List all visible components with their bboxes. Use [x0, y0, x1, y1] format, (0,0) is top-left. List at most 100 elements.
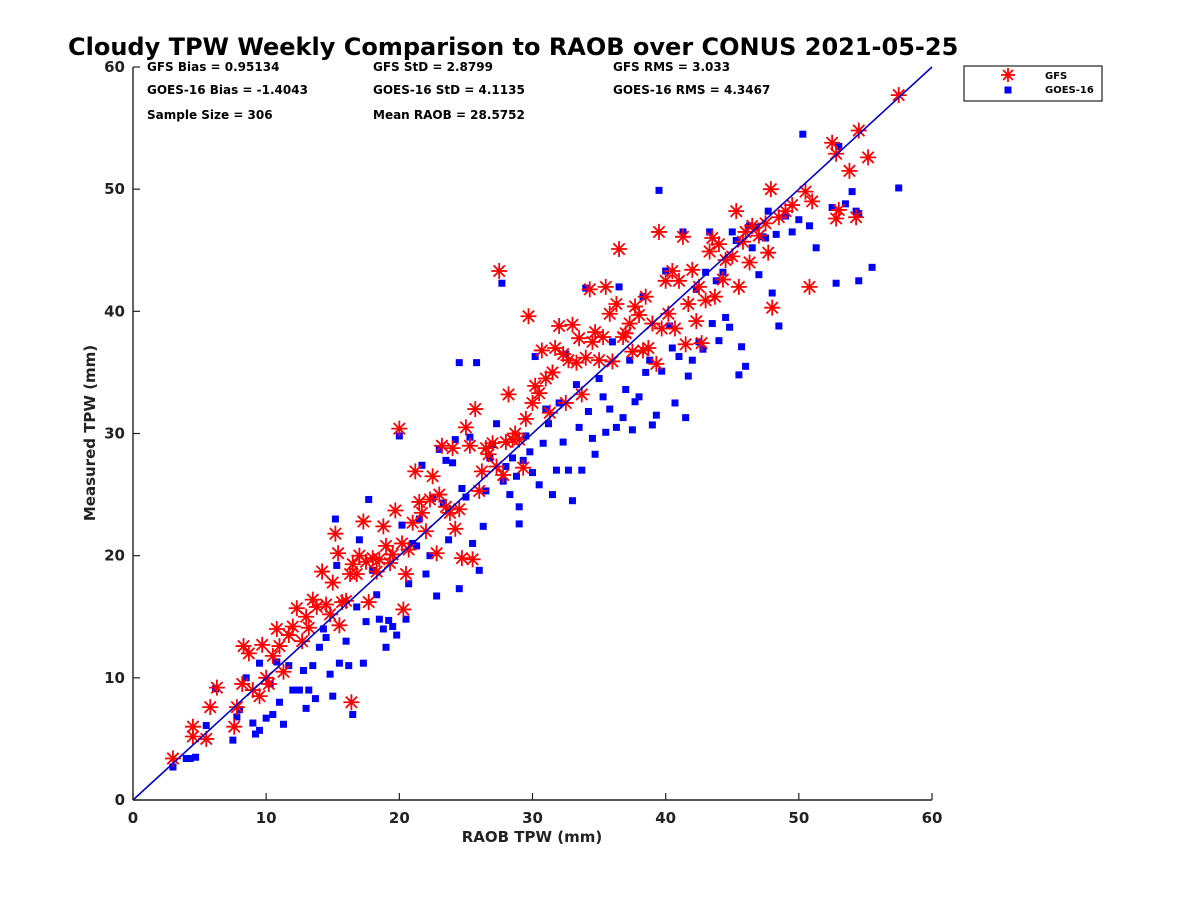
gfs-point [228, 699, 245, 716]
gfs-point [378, 537, 395, 554]
gfs-point [640, 339, 657, 356]
goes16-point [606, 405, 614, 413]
goes16-point [429, 494, 437, 502]
goes16-point [539, 439, 547, 447]
gfs-point [251, 688, 268, 705]
gfs-point [591, 352, 608, 369]
gfs-point [404, 514, 421, 531]
gfs-point [355, 513, 372, 530]
goes16-point [675, 353, 683, 361]
goes16-point [702, 268, 710, 276]
goes16-point [379, 625, 387, 633]
goes16-point [748, 244, 756, 252]
y-tick-label: 50 [104, 180, 125, 198]
gfs-point [304, 591, 321, 608]
chart-title: Cloudy TPW Weekly Comparison to RAOB ove… [68, 33, 958, 61]
goes16-point [712, 277, 720, 285]
gfs-point [706, 288, 723, 305]
y-tick-label: 30 [104, 425, 125, 443]
goes16-point [469, 539, 477, 547]
goes16-point [353, 603, 361, 611]
goes16-point [451, 436, 459, 444]
goes16-point [735, 371, 743, 379]
goes16-point [726, 323, 734, 331]
gfs-point [375, 518, 392, 535]
goes16-point [682, 414, 690, 422]
goes16-point [612, 423, 620, 431]
goes16-point [269, 710, 277, 718]
goes16-point [568, 497, 576, 505]
gfs-point [500, 386, 517, 403]
gfs-point [631, 306, 648, 323]
goes16-point [458, 484, 466, 492]
goes16-point [715, 337, 723, 345]
x-tick-label: 20 [389, 809, 410, 827]
goes16-point [315, 643, 323, 651]
goes16-point [841, 200, 849, 208]
gfs-point [473, 463, 490, 480]
goes16-point [775, 322, 783, 330]
gfs-point [734, 233, 751, 250]
goes16-point [433, 592, 441, 600]
gfs-point [271, 638, 288, 655]
gfs-point [471, 482, 488, 499]
goes16-point [742, 362, 750, 370]
gfs-point [797, 183, 814, 200]
goes16-point [642, 368, 650, 376]
goes16-point [398, 521, 406, 529]
goes16-point [442, 456, 450, 464]
goes16-point [635, 393, 643, 401]
goes16-point [486, 454, 494, 462]
gfs-point [581, 281, 598, 298]
gfs-point [674, 228, 691, 245]
goes16-point [738, 343, 746, 351]
gfs-std-stat: GFS StD = 2.8799 [373, 60, 493, 74]
goes16-point [768, 289, 776, 297]
legend: GFS GOES-16 [963, 65, 1103, 102]
gfs-point [520, 308, 537, 325]
goes16-point [252, 730, 260, 738]
goes16-point [389, 623, 397, 631]
x-tick-label: 60 [922, 809, 943, 827]
x-tick-label: 30 [522, 809, 543, 827]
goes16-point [202, 721, 210, 729]
goes16-point [591, 450, 599, 458]
goes-rms-stat: GOES-16 RMS = 4.3467 [613, 83, 770, 97]
goes16-point [192, 753, 200, 761]
goes16-point [578, 466, 586, 474]
gfs-point [517, 410, 534, 427]
gfs-point [444, 440, 461, 457]
goes16-point [752, 223, 760, 231]
goes16-point [799, 130, 807, 138]
gfs-point [784, 197, 801, 214]
stats-block: GFS Bias = 0.95134 GOES-16 Bias = -1.404… [147, 60, 770, 122]
goes16-square-icon [1004, 86, 1012, 94]
goes16-point [382, 643, 390, 651]
gfs-point [741, 254, 758, 271]
goes16-point [299, 667, 307, 675]
gfs-point [533, 342, 550, 359]
goes16-point [365, 495, 373, 503]
gfs-point [484, 435, 501, 452]
goes16-point [275, 698, 283, 706]
x-axis-label: RAOB TPW (mm) [462, 828, 603, 846]
gfs-point [284, 618, 301, 635]
gfs-rms-stat: GFS RMS = 3.033 [613, 60, 730, 74]
goes16-point [473, 359, 481, 367]
gfs-point [701, 243, 718, 260]
gfs-point [666, 320, 683, 337]
goes16-point [289, 686, 297, 694]
goes16-point [732, 236, 740, 244]
mean-raob-stat: Mean RAOB = 28.5752 [373, 108, 525, 122]
gfs-point [331, 617, 348, 634]
gfs-point [208, 679, 225, 696]
goes16-point [666, 322, 674, 330]
gfs-point [714, 271, 731, 288]
gfs-point [860, 149, 877, 166]
gfs-point [424, 468, 441, 485]
gfs-point [421, 491, 438, 508]
goes16-point [402, 615, 410, 623]
gfs-point [260, 675, 277, 692]
gfs-point [744, 217, 761, 234]
gfs-point [348, 565, 365, 582]
